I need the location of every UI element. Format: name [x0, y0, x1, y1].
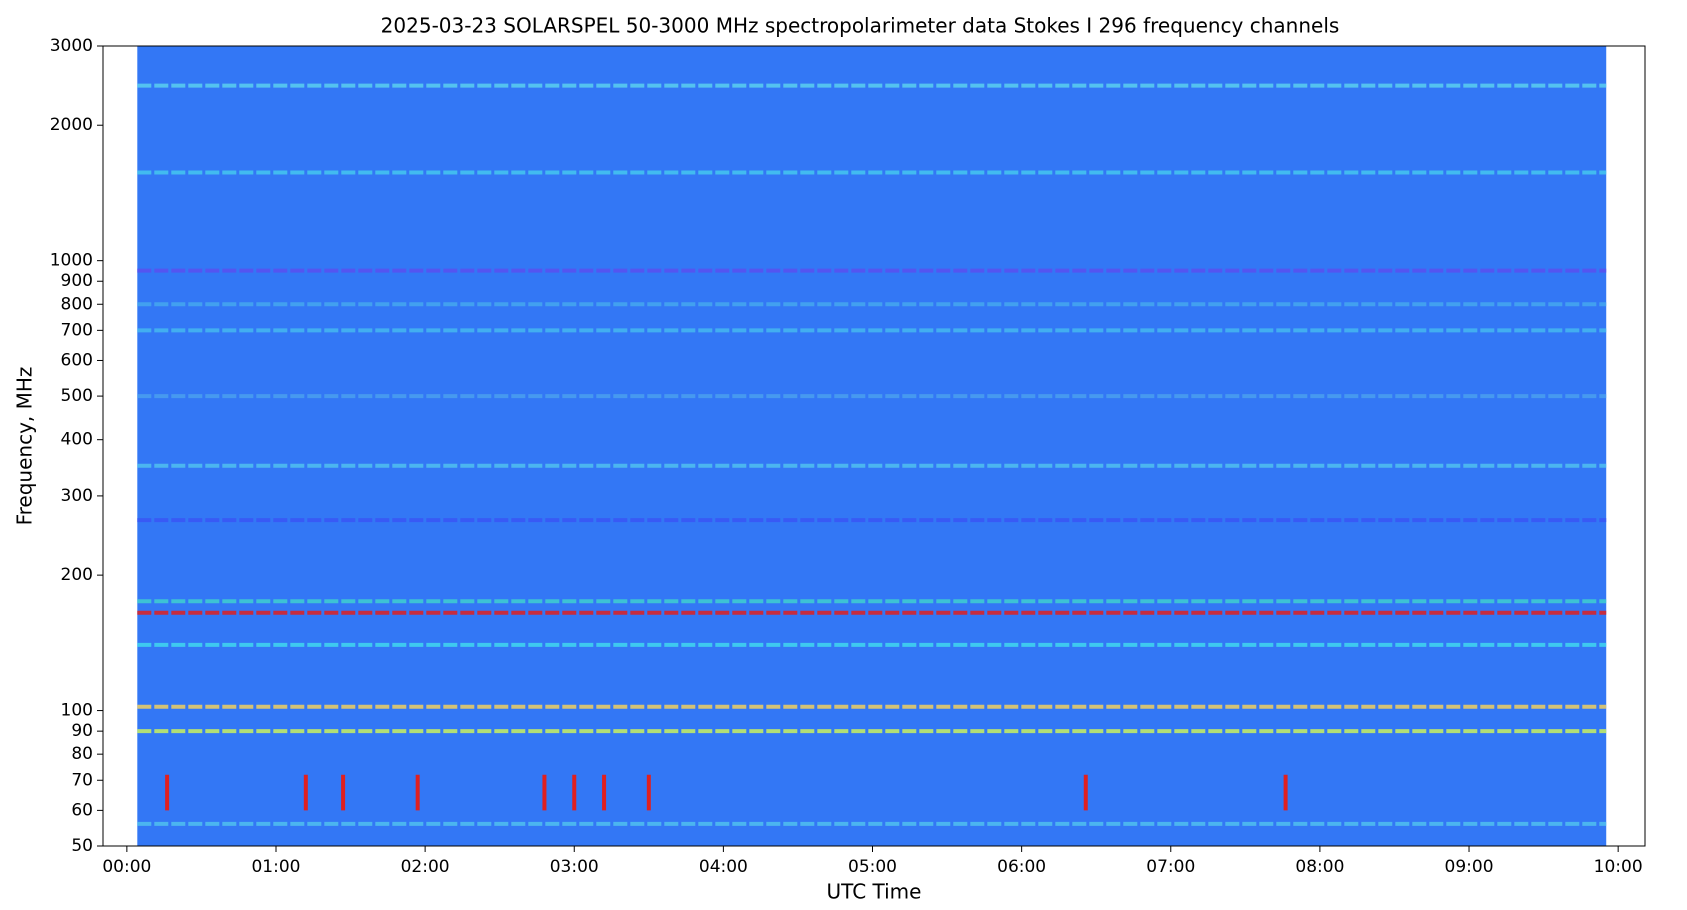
burst: [341, 774, 346, 811]
burst: [572, 774, 577, 811]
y-tick-label: 3000: [50, 36, 93, 56]
y-tick-label: 400: [61, 430, 93, 450]
plot-frame: [102, 45, 1646, 847]
burst: [542, 774, 547, 811]
x-tick-label: 06:00: [997, 857, 1046, 877]
x-tick-label: 05:00: [848, 857, 897, 877]
y-tick-label: 2000: [50, 115, 93, 135]
x-tick-label: 00:00: [102, 857, 151, 877]
y-tick-label: 600: [61, 350, 93, 370]
x-tick-label: 08:00: [1295, 857, 1344, 877]
y-tick-label: 90: [71, 721, 93, 741]
burst: [602, 774, 607, 811]
y-tick-label: 200: [61, 565, 93, 585]
y-tick-label: 50: [71, 836, 93, 856]
y-axis-label: Frequency, MHz: [13, 367, 37, 526]
x-axis-label: UTC Time: [827, 880, 922, 904]
burst: [303, 774, 308, 811]
x-tick-label: 03:00: [550, 857, 599, 877]
y-tick-label: 1000: [50, 251, 93, 271]
burst: [1283, 774, 1288, 811]
y-tick-label: 100: [61, 701, 93, 721]
burst: [415, 774, 420, 811]
x-tick-label: 02:00: [401, 857, 450, 877]
x-tick-label: 09:00: [1445, 857, 1494, 877]
y-tick-label: 80: [71, 744, 93, 764]
burst: [646, 774, 651, 811]
spectrogram-area: [137, 46, 1607, 846]
x-tick-label: 04:00: [699, 857, 748, 877]
y-tick-label: 60: [71, 800, 93, 820]
x-tick-label: 10:00: [1594, 857, 1643, 877]
y-tick-label: 900: [61, 271, 93, 291]
y-tick-label: 300: [61, 486, 93, 506]
x-tick-label: 01:00: [251, 857, 300, 877]
chart-title: 2025-03-23 SOLARSPEL 50-3000 MHz spectro…: [381, 14, 1340, 38]
y-tick-label: 500: [61, 386, 93, 406]
y-tick-label: 800: [61, 294, 93, 314]
y-tick-label: 700: [61, 320, 93, 340]
x-tick-label: 07:00: [1146, 857, 1195, 877]
burst: [1083, 774, 1088, 811]
burst: [165, 774, 170, 811]
y-tick-label: 70: [71, 770, 93, 790]
